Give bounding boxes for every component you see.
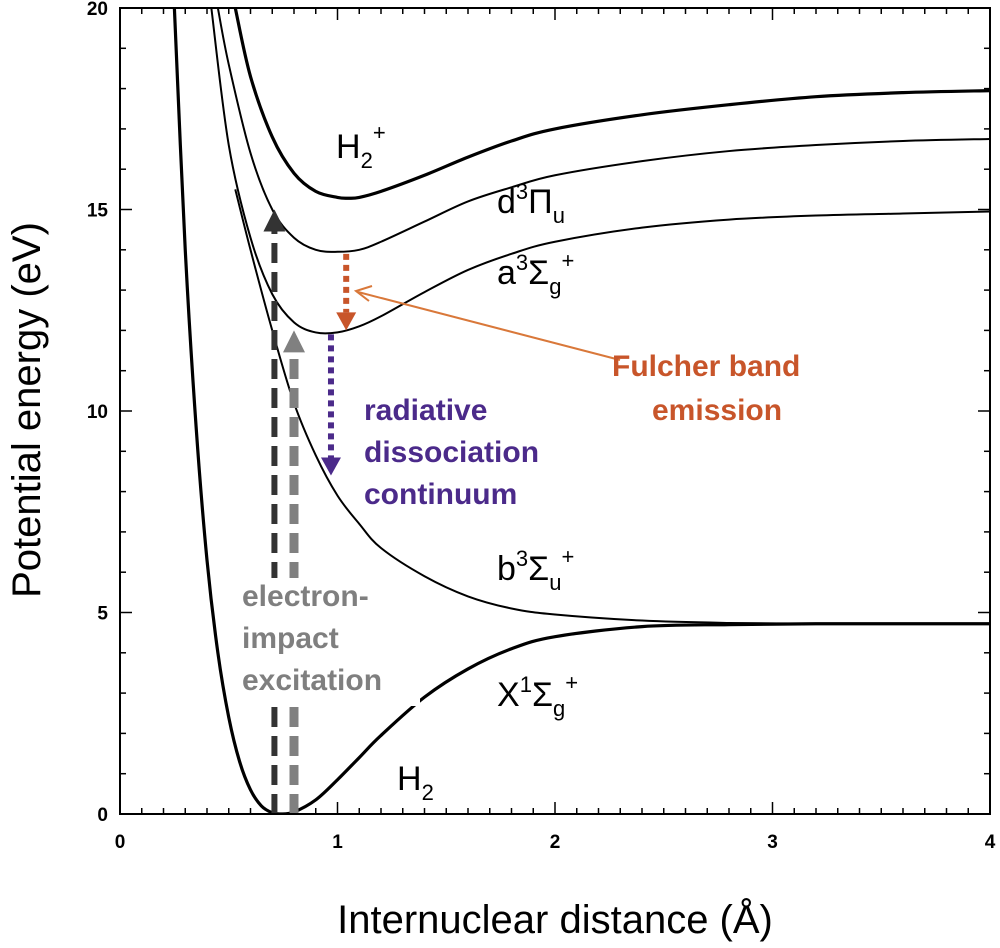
y-axis-title: Potential energy (eV)	[5, 222, 49, 598]
x-tick-label: 3	[767, 832, 778, 853]
fulcher-pointer-head	[353, 285, 373, 302]
transition-arrows	[263, 209, 357, 814]
radiative-annotation-line2: dissociation	[364, 436, 539, 469]
x-tick-label: 4	[985, 832, 996, 853]
y-tick-label: 5	[97, 604, 108, 625]
x-tick-label: 2	[550, 832, 561, 853]
electron-annotation-line1: electron-	[242, 580, 369, 613]
curve-a3Σg+	[210, 8, 990, 335]
curve-X1Σg+	[172, 8, 990, 814]
axis-ticks: 0 1 2 3 4 0 5 10 15 20	[87, 0, 996, 853]
x-axis-title: Internuclear distance (Å)	[337, 897, 773, 942]
y-tick-label: 20	[87, 0, 108, 20]
electron-annotation-backdrop	[236, 578, 420, 706]
label-a3sigma-g: a3Σg+	[497, 248, 574, 299]
radiative-annotation-line3: continuum	[364, 478, 517, 511]
x-tick-label: 0	[115, 832, 126, 853]
curve-d3Πu	[216, 8, 990, 253]
label-h2-plus: H2+	[336, 120, 386, 173]
label-h2: H2	[397, 760, 434, 805]
electron-annotation-line3: excitation	[242, 664, 382, 697]
y-tick-label: 0	[97, 805, 108, 826]
plot-frame	[119, 7, 991, 815]
radiative-annotation-line1: radiative	[364, 394, 487, 427]
label-d3pi-u: d3Πu	[497, 179, 565, 228]
radiative-arrow-head	[320, 457, 341, 476]
excitation-arrow-to-a-head	[283, 330, 305, 353]
label-x1sigma-g: X1Σg+	[497, 670, 578, 721]
fulcher-annotation-line1: Fulcher band	[612, 350, 800, 383]
curve-H2+	[233, 8, 990, 200]
x-tick-label: 1	[332, 832, 343, 853]
y-tick-label: 10	[87, 402, 108, 423]
electron-annotation-line2: impact	[242, 622, 339, 655]
fulcher-arrow-head	[336, 312, 357, 331]
fulcher-pointer-line	[357, 291, 621, 361]
y-tick-label: 15	[87, 201, 109, 222]
curve-b3Σu+	[234, 189, 990, 625]
potential-curves	[172, 8, 990, 814]
excitation-arrow-to-d-head	[263, 209, 286, 232]
label-b3sigma-u: b3Σu+	[497, 544, 574, 595]
fulcher-annotation-line2: emission	[652, 394, 782, 427]
